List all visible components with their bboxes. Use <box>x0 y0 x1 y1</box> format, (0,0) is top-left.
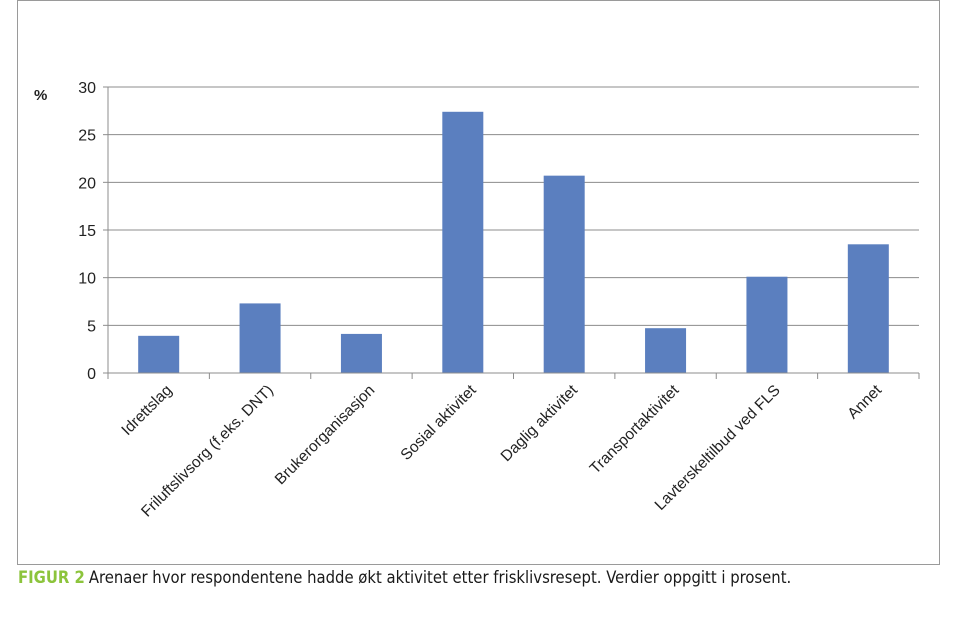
y-tick-label: 25 <box>78 128 96 145</box>
x-category-label: Daglig aktivitet <box>498 381 582 465</box>
y-tick-label: 15 <box>78 223 96 240</box>
bar <box>645 328 687 373</box>
x-category-label: Annet <box>844 381 885 422</box>
x-category-label: Brukerorganisasjon <box>272 382 378 488</box>
gridlines <box>108 86 919 326</box>
bar <box>340 333 382 373</box>
bar <box>543 175 585 373</box>
bar <box>239 303 281 373</box>
bar <box>847 244 889 373</box>
figure-caption: FIGUR 2 Arenaer hvor respondentene hadde … <box>18 568 953 587</box>
y-tick-label: 30 <box>78 80 96 97</box>
y-tick-labels: 0 5 10 15 20 25 30 <box>78 80 96 383</box>
bar <box>138 335 180 373</box>
x-category-label: Transportaktivitet <box>587 381 683 477</box>
y-tick-label: 20 <box>78 175 96 192</box>
figure-number: FIGUR 2 <box>18 568 85 587</box>
y-tick-label: 0 <box>87 366 96 383</box>
bar <box>746 276 788 373</box>
x-category-label: Idrettslag <box>118 382 175 439</box>
bars <box>138 111 889 373</box>
figure-caption-text: Arenaer hvor respondentene hadde økt akt… <box>88 568 792 587</box>
x-category-label: Sosial aktivitet <box>398 381 481 464</box>
y-axis-unit-label: % <box>34 87 47 104</box>
y-tick-label: 5 <box>87 318 96 335</box>
axes <box>103 86 920 379</box>
bar <box>442 111 484 373</box>
y-tick-label: 10 <box>78 271 96 288</box>
